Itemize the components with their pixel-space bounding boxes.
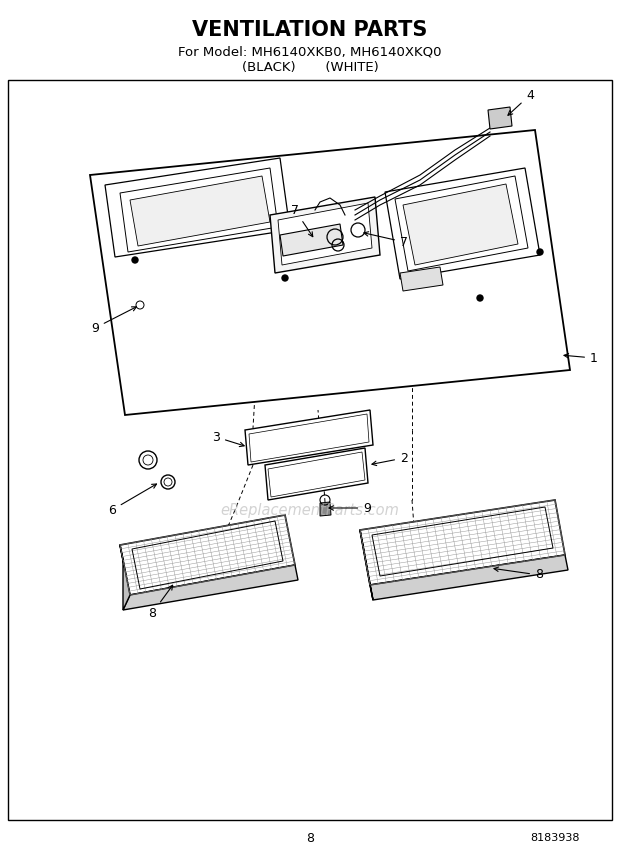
Circle shape: [136, 301, 144, 309]
Polygon shape: [320, 502, 331, 516]
Polygon shape: [130, 176, 270, 246]
Polygon shape: [270, 197, 380, 273]
Text: 9: 9: [91, 306, 136, 335]
Text: 3: 3: [212, 431, 244, 447]
Polygon shape: [123, 565, 298, 610]
Text: (BLACK)       (WHITE): (BLACK) (WHITE): [242, 61, 378, 74]
Circle shape: [537, 249, 543, 255]
Polygon shape: [90, 130, 570, 415]
Polygon shape: [120, 168, 278, 252]
Text: 8: 8: [306, 831, 314, 845]
Text: 7: 7: [291, 204, 312, 236]
Text: 8183938: 8183938: [531, 833, 580, 843]
Polygon shape: [120, 515, 295, 595]
Polygon shape: [370, 555, 568, 600]
Polygon shape: [249, 414, 369, 462]
Bar: [8, 80, 612, 820]
Text: 1: 1: [564, 352, 598, 365]
Text: 6: 6: [108, 484, 156, 516]
Text: 7: 7: [364, 232, 408, 248]
Polygon shape: [278, 203, 372, 265]
Polygon shape: [360, 500, 565, 585]
Polygon shape: [403, 184, 518, 265]
Polygon shape: [400, 267, 443, 291]
Polygon shape: [488, 107, 512, 129]
Text: 8: 8: [494, 567, 543, 581]
Polygon shape: [105, 158, 290, 257]
Text: 4: 4: [508, 88, 534, 116]
Text: VENTILATION PARTS: VENTILATION PARTS: [192, 20, 428, 40]
Polygon shape: [245, 410, 373, 465]
Polygon shape: [395, 176, 528, 271]
Polygon shape: [385, 168, 540, 279]
Polygon shape: [360, 530, 373, 600]
Text: 2: 2: [372, 451, 408, 466]
Text: 9: 9: [329, 502, 371, 514]
Text: eReplacementParts.com: eReplacementParts.com: [221, 502, 399, 518]
Circle shape: [282, 275, 288, 281]
Text: 8: 8: [148, 586, 172, 620]
Text: For Model: MH6140XKB0, MH6140XKQ0: For Model: MH6140XKB0, MH6140XKQ0: [179, 45, 441, 58]
Circle shape: [132, 257, 138, 263]
Circle shape: [477, 295, 483, 301]
Polygon shape: [265, 448, 368, 500]
Polygon shape: [268, 452, 365, 497]
Polygon shape: [280, 224, 343, 256]
Polygon shape: [120, 545, 130, 610]
